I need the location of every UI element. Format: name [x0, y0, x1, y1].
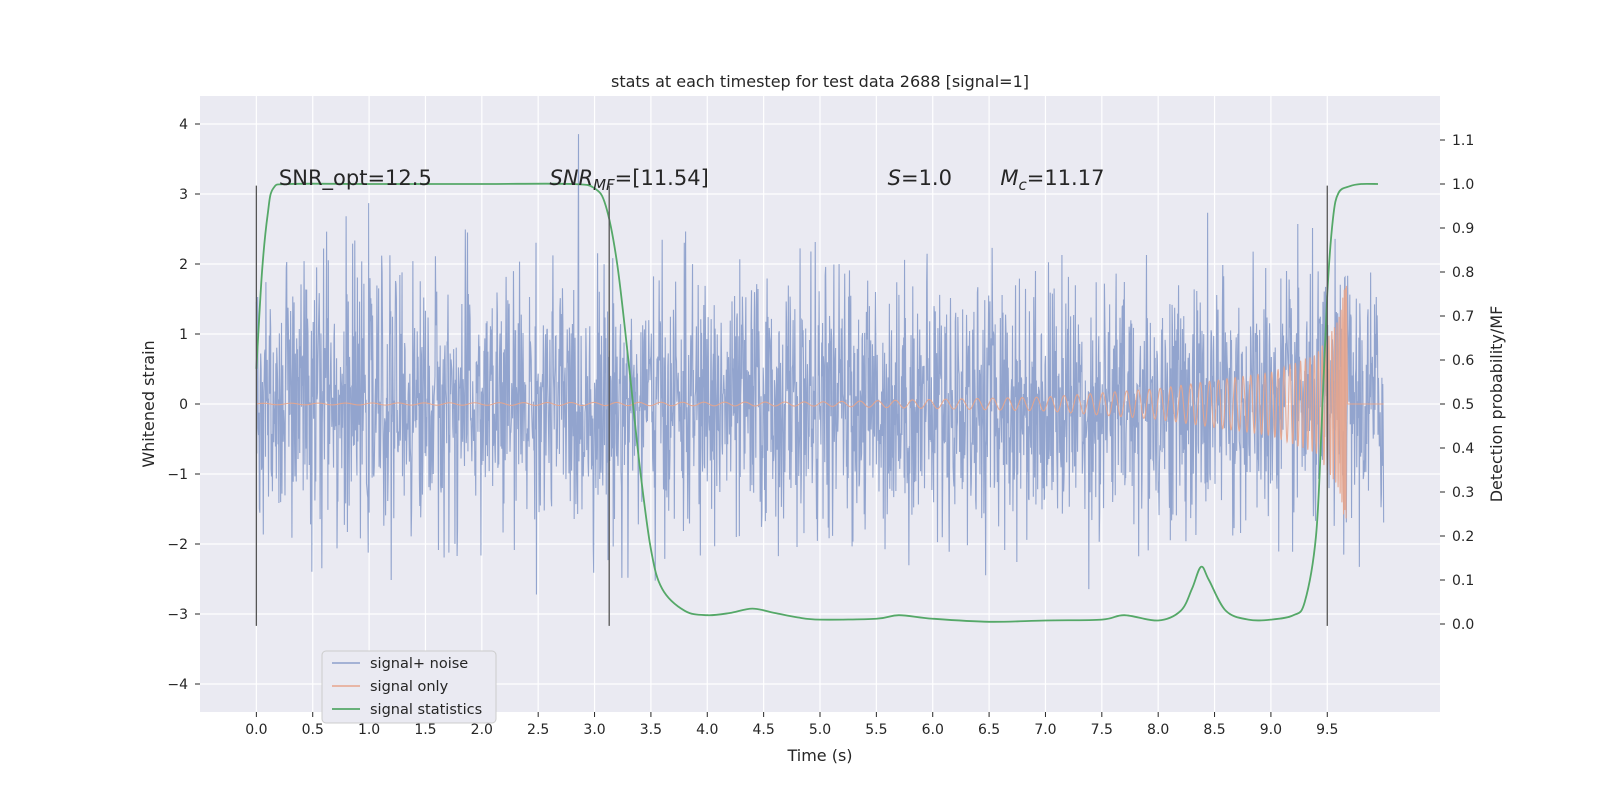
- x-axis-label: Time (s): [786, 746, 852, 765]
- series-signal-noise: [255, 134, 1385, 595]
- x-tick-label: 7.5: [1091, 722, 1113, 738]
- legend-label-noise: signal+ noise: [370, 656, 468, 672]
- x-tick-label: 0.5: [302, 722, 324, 738]
- x-tick-label: 2.0: [471, 722, 493, 738]
- y-tick-label-left: −3: [167, 607, 188, 623]
- x-tick-label: 1.5: [414, 722, 436, 738]
- x-tick-label: 1.0: [358, 722, 380, 738]
- series-signal-only: [256, 285, 1384, 519]
- x-tick-label: 9.5: [1316, 722, 1338, 738]
- y-tick-label-left: −4: [167, 677, 188, 693]
- y-ticks-left: −4 −3 −2 −1 0 1 2 3 4: [167, 117, 200, 693]
- y-tick-label-left: 2: [179, 257, 188, 273]
- x-tick-label: 4.0: [696, 722, 718, 738]
- y-tick-label-left: 0: [179, 397, 188, 413]
- annotation-2: S=1.0: [888, 166, 952, 190]
- vertical-markers: [255, 185, 1328, 626]
- x-tick-label: 9.0: [1260, 722, 1282, 738]
- annotation-1: SNRMF=[11.54]: [549, 166, 708, 194]
- y-tick-label-right: 0.5: [1452, 397, 1474, 413]
- legend: signal+ noise signal only signal statist…: [321, 650, 497, 724]
- x-tick-label: 3.0: [583, 722, 605, 738]
- y-tick-label-right: 1.0: [1452, 177, 1474, 193]
- y-tick-label-left: 4: [179, 117, 188, 133]
- y-axis-label-left: Whitened strain: [139, 340, 158, 467]
- legend-box: [321, 650, 497, 724]
- y-tick-label-left: −2: [167, 537, 188, 553]
- y-tick-label-right: 0.8: [1452, 265, 1474, 281]
- y-tick-label-left: −1: [167, 467, 188, 483]
- y-tick-label-left: 1: [179, 327, 188, 343]
- x-tick-label: 0.0: [245, 722, 267, 738]
- annotations: SNR_opt=12.5 SNRMF=[11.54] S=1.0 Mc=11.17: [279, 166, 1105, 194]
- x-tick-label: 4.5: [753, 722, 775, 738]
- chart-title: stats at each timestep for test data 268…: [611, 72, 1029, 91]
- x-tick-label: 8.5: [1203, 722, 1225, 738]
- x-tick-label: 5.0: [809, 722, 831, 738]
- x-ticks: 0.0 0.5 1.0 1.5 2.0 2.5 3.0 3.5 4.0 4.5 5.0 5.5 6.0 6…: [245, 712, 1338, 738]
- y-tick-label-right: 0.1: [1452, 573, 1474, 589]
- y-tick-label-right: 0.2: [1452, 529, 1474, 545]
- legend-label-stats: signal statistics: [370, 702, 482, 718]
- y-tick-label-left: 3: [179, 187, 188, 203]
- x-tick-label: 6.5: [978, 722, 1000, 738]
- x-tick-label: 6.0: [922, 722, 944, 738]
- annotation-0: SNR_opt=12.5: [279, 166, 432, 191]
- y-tick-label-right: 0.0: [1452, 617, 1474, 633]
- x-tick-label: 7.0: [1034, 722, 1056, 738]
- legend-label-signal: signal only: [370, 679, 449, 695]
- y-tick-label-right: 0.4: [1452, 441, 1474, 457]
- x-tick-label: 5.5: [865, 722, 887, 738]
- annotation-3: Mc=11.17: [1000, 166, 1104, 194]
- x-tick-label: 3.5: [640, 722, 662, 738]
- y-tick-label-right: 0.3: [1452, 485, 1474, 501]
- x-tick-label: 8.0: [1147, 722, 1169, 738]
- y-ticks-right: 0.0 0.1 0.2 0.3 0.4 0.5 0.6 0.7 0.8 0.9 1.0 1.1: [1440, 133, 1474, 633]
- x-tick-label: 2.5: [527, 722, 549, 738]
- y-axis-label-right: Detection probability/MF: [1487, 306, 1506, 503]
- y-tick-label-right: 1.1: [1452, 133, 1474, 149]
- y-tick-label-right: 0.9: [1452, 221, 1474, 237]
- y-tick-label-right: 0.7: [1452, 309, 1474, 325]
- y-tick-label-right: 0.6: [1452, 353, 1474, 369]
- series-signal-statistics: [255, 182, 1379, 623]
